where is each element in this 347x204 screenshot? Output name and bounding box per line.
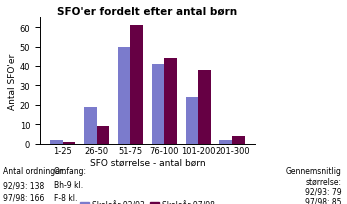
Text: Omfang:: Omfang:	[54, 166, 87, 175]
Bar	[152, 65, 164, 144]
Text: 97/98: 85: 97/98: 85	[305, 197, 342, 204]
Text: 92/93: 138: 92/93: 138	[3, 181, 45, 190]
Text: Gennemsnitlig: Gennemsnitlig	[286, 166, 342, 175]
Text: F-8 kl.: F-8 kl.	[54, 193, 77, 202]
Bar	[186, 98, 198, 144]
Title: SFO'er fordelt efter antal børn: SFO'er fordelt efter antal børn	[57, 6, 238, 16]
Bar	[219, 140, 232, 144]
Text: Antal ordninger:: Antal ordninger:	[3, 166, 66, 175]
Bar	[118, 47, 130, 144]
Bar	[50, 140, 62, 144]
Legend: Skoleår 92/93, Skoleår 97/98: Skoleår 92/93, Skoleår 97/98	[77, 198, 218, 204]
Text: 92/93: 79: 92/93: 79	[305, 187, 342, 196]
Text: Bh-9 kl.: Bh-9 kl.	[54, 181, 83, 190]
Bar	[164, 59, 177, 144]
Text: størrelse:: størrelse:	[306, 176, 342, 185]
Bar	[62, 142, 76, 144]
Bar	[232, 136, 245, 144]
Bar	[84, 107, 96, 144]
Text: 97/98: 166: 97/98: 166	[3, 193, 45, 202]
X-axis label: SFO størrelse - antal børn: SFO størrelse - antal børn	[90, 158, 205, 167]
Bar	[198, 70, 211, 144]
Bar	[96, 126, 109, 144]
Bar	[130, 26, 143, 144]
Y-axis label: Antal SFO'er: Antal SFO'er	[8, 53, 17, 109]
